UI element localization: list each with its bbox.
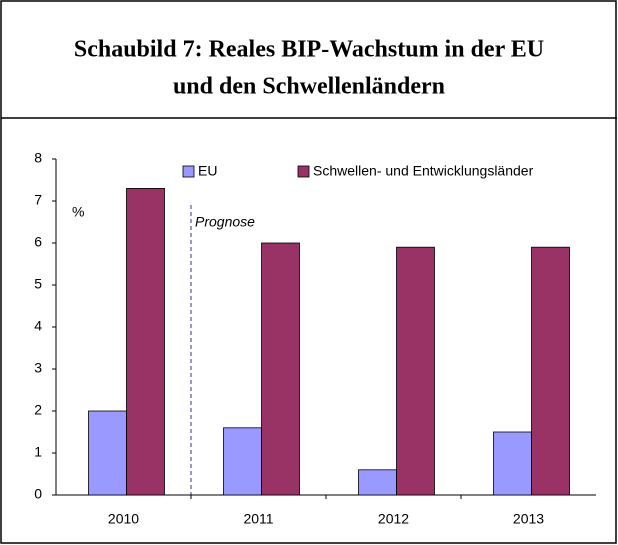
bar — [261, 242, 300, 496]
bar — [396, 246, 435, 496]
bar — [493, 431, 532, 496]
bar — [88, 410, 127, 496]
bar — [126, 187, 165, 496]
y-tick-label: 8 — [34, 150, 42, 166]
bar — [531, 246, 570, 496]
legend-swatch — [182, 165, 195, 178]
bar — [223, 427, 262, 496]
y-tick-label: 3 — [34, 360, 42, 376]
chart-title: Schaubild 7: Reales BIP-Wachstum in der … — [74, 37, 544, 63]
y-tick-label: 2 — [34, 402, 42, 418]
x-tick-label: 2013 — [513, 511, 544, 527]
annotation: Prognose — [195, 214, 255, 230]
y-tick-label: 4 — [34, 318, 42, 334]
y-tick-label: 7 — [34, 192, 42, 208]
unit-label: % — [72, 204, 84, 220]
chart-title: und den Schwellenländern — [173, 74, 445, 100]
legend-label: Schwellen- und Entwicklungsländer — [313, 163, 534, 179]
y-tick-label: 6 — [34, 234, 42, 250]
legend-swatch — [297, 165, 310, 178]
y-tick-label: 0 — [34, 486, 42, 502]
bar — [358, 469, 397, 496]
x-tick-label: 2011 — [243, 511, 273, 527]
x-tick-label: 2010 — [108, 511, 139, 527]
x-tick-label: 2012 — [378, 511, 409, 527]
y-tick-label: 5 — [34, 276, 42, 292]
y-tick-label: 1 — [34, 444, 42, 460]
legend-label: EU — [198, 163, 217, 179]
